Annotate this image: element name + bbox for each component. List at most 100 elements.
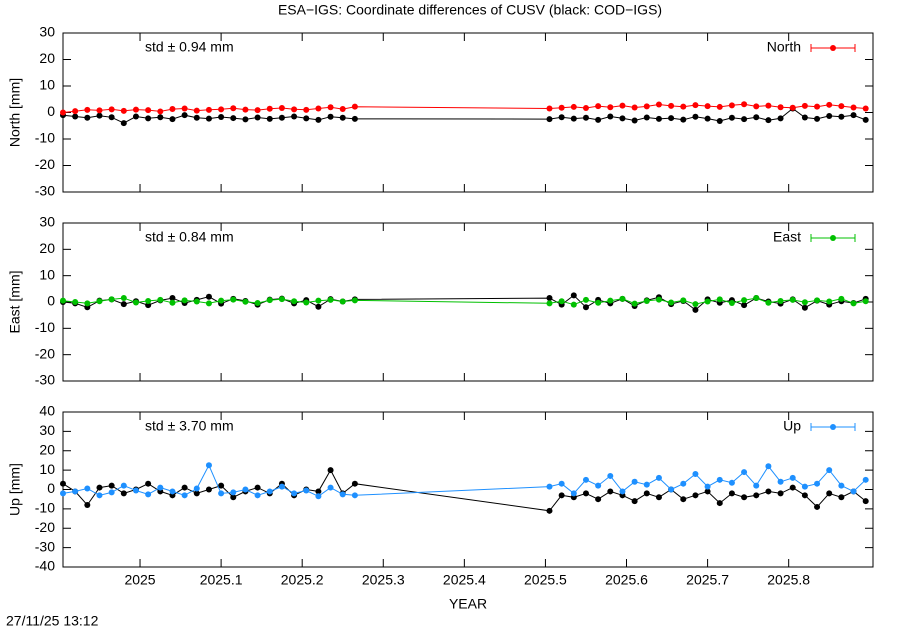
data-point <box>826 112 833 119</box>
data-point <box>692 471 699 477</box>
legend-symbol <box>830 424 836 430</box>
data-point <box>558 298 565 305</box>
data-point <box>205 486 212 493</box>
data-point <box>814 503 821 510</box>
y-tick-label: -10 <box>35 130 55 146</box>
data-point <box>728 114 735 121</box>
x-axis-label: YEAR <box>449 596 487 612</box>
y-axis-label: Up [mm] <box>7 463 23 516</box>
data-point <box>862 298 869 305</box>
data-point <box>193 490 200 497</box>
legend-label: Up <box>783 418 801 434</box>
data-point <box>643 114 650 121</box>
data-point <box>108 482 115 489</box>
data-point <box>716 500 723 507</box>
data-point <box>668 102 675 109</box>
data-point <box>838 494 845 501</box>
data-point <box>728 490 735 497</box>
data-point <box>181 297 188 304</box>
data-point <box>558 104 565 111</box>
data-point <box>753 295 760 302</box>
data-point <box>254 107 261 114</box>
data-point <box>643 297 650 304</box>
y-tick-label: -30 <box>35 183 55 199</box>
data-point <box>826 298 833 305</box>
y-tick-label: -40 <box>35 558 55 574</box>
data-point <box>169 116 176 123</box>
data-point <box>704 115 711 122</box>
data-point <box>619 102 626 109</box>
x-tick-label: 2025.5 <box>524 572 567 588</box>
x-tick-label: 2025.2 <box>281 572 324 588</box>
data-point <box>728 300 735 307</box>
y-tick-label: 0 <box>47 293 55 309</box>
y-tick-label: -10 <box>35 500 55 516</box>
data-point <box>741 116 748 123</box>
data-point <box>631 300 638 307</box>
data-point <box>339 106 346 113</box>
data-point <box>814 297 821 304</box>
data-point <box>218 297 225 304</box>
data-point <box>291 298 298 305</box>
data-point <box>765 488 772 495</box>
data-point <box>607 297 614 304</box>
data-point <box>120 120 127 127</box>
data-point <box>145 491 152 498</box>
data-point <box>157 108 164 115</box>
data-point <box>789 104 796 111</box>
data-point <box>193 114 200 121</box>
data-point <box>741 469 748 476</box>
data-point <box>826 490 833 497</box>
data-point <box>582 104 589 111</box>
y-tick-label: -30 <box>35 372 55 388</box>
data-point <box>291 106 298 113</box>
data-point <box>303 106 310 113</box>
data-point <box>266 115 273 122</box>
data-point <box>838 482 845 489</box>
annotation: std ± 0.84 mm <box>145 229 234 245</box>
data-point <box>619 295 626 302</box>
data-point <box>765 299 772 306</box>
data-point <box>72 113 79 120</box>
data-point <box>108 296 115 303</box>
y-tick-label: 10 <box>39 266 55 282</box>
data-point <box>72 108 79 115</box>
data-point <box>230 494 237 501</box>
x-tick-label: 2025.8 <box>767 572 810 588</box>
data-point <box>169 106 176 113</box>
data-point <box>595 103 602 110</box>
data-point <box>327 484 334 491</box>
legend-label: East <box>773 229 801 245</box>
y-tick-label: -20 <box>35 345 55 361</box>
data-point <box>291 113 298 120</box>
x-tick-label: 2025.3 <box>362 572 405 588</box>
y-tick-label: 0 <box>47 103 55 119</box>
data-point <box>145 302 152 309</box>
data-point <box>315 297 322 304</box>
data-point <box>169 488 176 495</box>
data-point <box>145 480 152 487</box>
data-point <box>850 112 857 119</box>
data-point <box>84 485 91 492</box>
data-point <box>230 296 237 303</box>
data-point <box>801 492 808 499</box>
data-point <box>72 488 79 495</box>
data-point <box>728 479 735 486</box>
data-point <box>254 114 261 121</box>
data-point <box>351 297 358 304</box>
data-point <box>619 488 626 495</box>
data-point <box>108 489 115 496</box>
y-tick-label: -20 <box>35 519 55 535</box>
data-point <box>351 103 358 110</box>
data-point <box>789 296 796 303</box>
data-point <box>753 114 760 121</box>
data-point <box>570 115 577 122</box>
data-point <box>266 488 273 495</box>
data-point <box>801 483 808 490</box>
data-point <box>570 103 577 110</box>
data-point <box>169 295 176 302</box>
data-point <box>631 478 638 485</box>
data-point <box>120 301 127 308</box>
data-point <box>692 301 699 308</box>
data-point <box>242 106 249 113</box>
